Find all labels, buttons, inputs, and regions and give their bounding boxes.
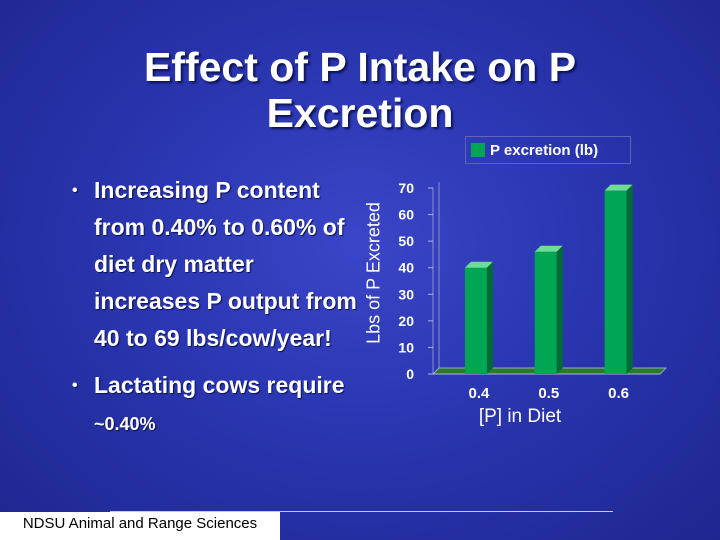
bullet-list: • Increasing P content from 0.40% to 0.6… bbox=[72, 172, 362, 443]
bullet-text: Lactating cows require bbox=[94, 372, 345, 398]
legend-label: P excretion (lb) bbox=[490, 141, 599, 159]
bullet-text-small: ~0.40% bbox=[94, 414, 156, 434]
bullet-dot: • bbox=[72, 377, 78, 394]
y-tick-label: 40 bbox=[398, 260, 414, 276]
bar bbox=[604, 190, 627, 374]
slide-title: Effect of P Intake on P Excretion bbox=[143, 44, 577, 136]
bullet-text: Increasing P content from 0.40% to 0.60%… bbox=[94, 177, 357, 351]
footer-divider bbox=[110, 511, 613, 512]
x-axis-label: [P] in Diet bbox=[479, 406, 562, 427]
x-tick-label: 0.4 bbox=[468, 385, 490, 402]
y-tick-label: 0 bbox=[406, 366, 414, 382]
legend-swatch bbox=[471, 143, 485, 157]
bar-side-face bbox=[556, 245, 563, 374]
x-tick-label: 0.5 bbox=[538, 385, 559, 402]
y-tick-label: 60 bbox=[398, 207, 414, 223]
bar-side-face bbox=[486, 261, 493, 374]
bar-top-face bbox=[604, 184, 633, 191]
chart-legend: P excretion (lb) bbox=[465, 136, 631, 164]
y-tick-label: 20 bbox=[398, 313, 414, 329]
footer-label: NDSU Animal and Range Sciences bbox=[0, 512, 280, 540]
y-tick-label: 30 bbox=[398, 286, 414, 302]
bar-top-face bbox=[464, 261, 493, 268]
y-tick-label: 10 bbox=[398, 339, 414, 355]
bullet-item: • Lactating cows require ~0.40% bbox=[72, 367, 362, 443]
bar bbox=[534, 251, 557, 374]
bar-side-face bbox=[626, 184, 633, 374]
bullet-item: • Increasing P content from 0.40% to 0.6… bbox=[72, 172, 362, 357]
bar-top-face bbox=[534, 245, 563, 252]
y-tick-label: 70 bbox=[398, 180, 414, 196]
y-tick-label: 50 bbox=[398, 233, 414, 249]
bar bbox=[464, 267, 487, 374]
x-tick-label: 0.6 bbox=[608, 385, 629, 402]
bullet-dot: • bbox=[72, 182, 78, 199]
